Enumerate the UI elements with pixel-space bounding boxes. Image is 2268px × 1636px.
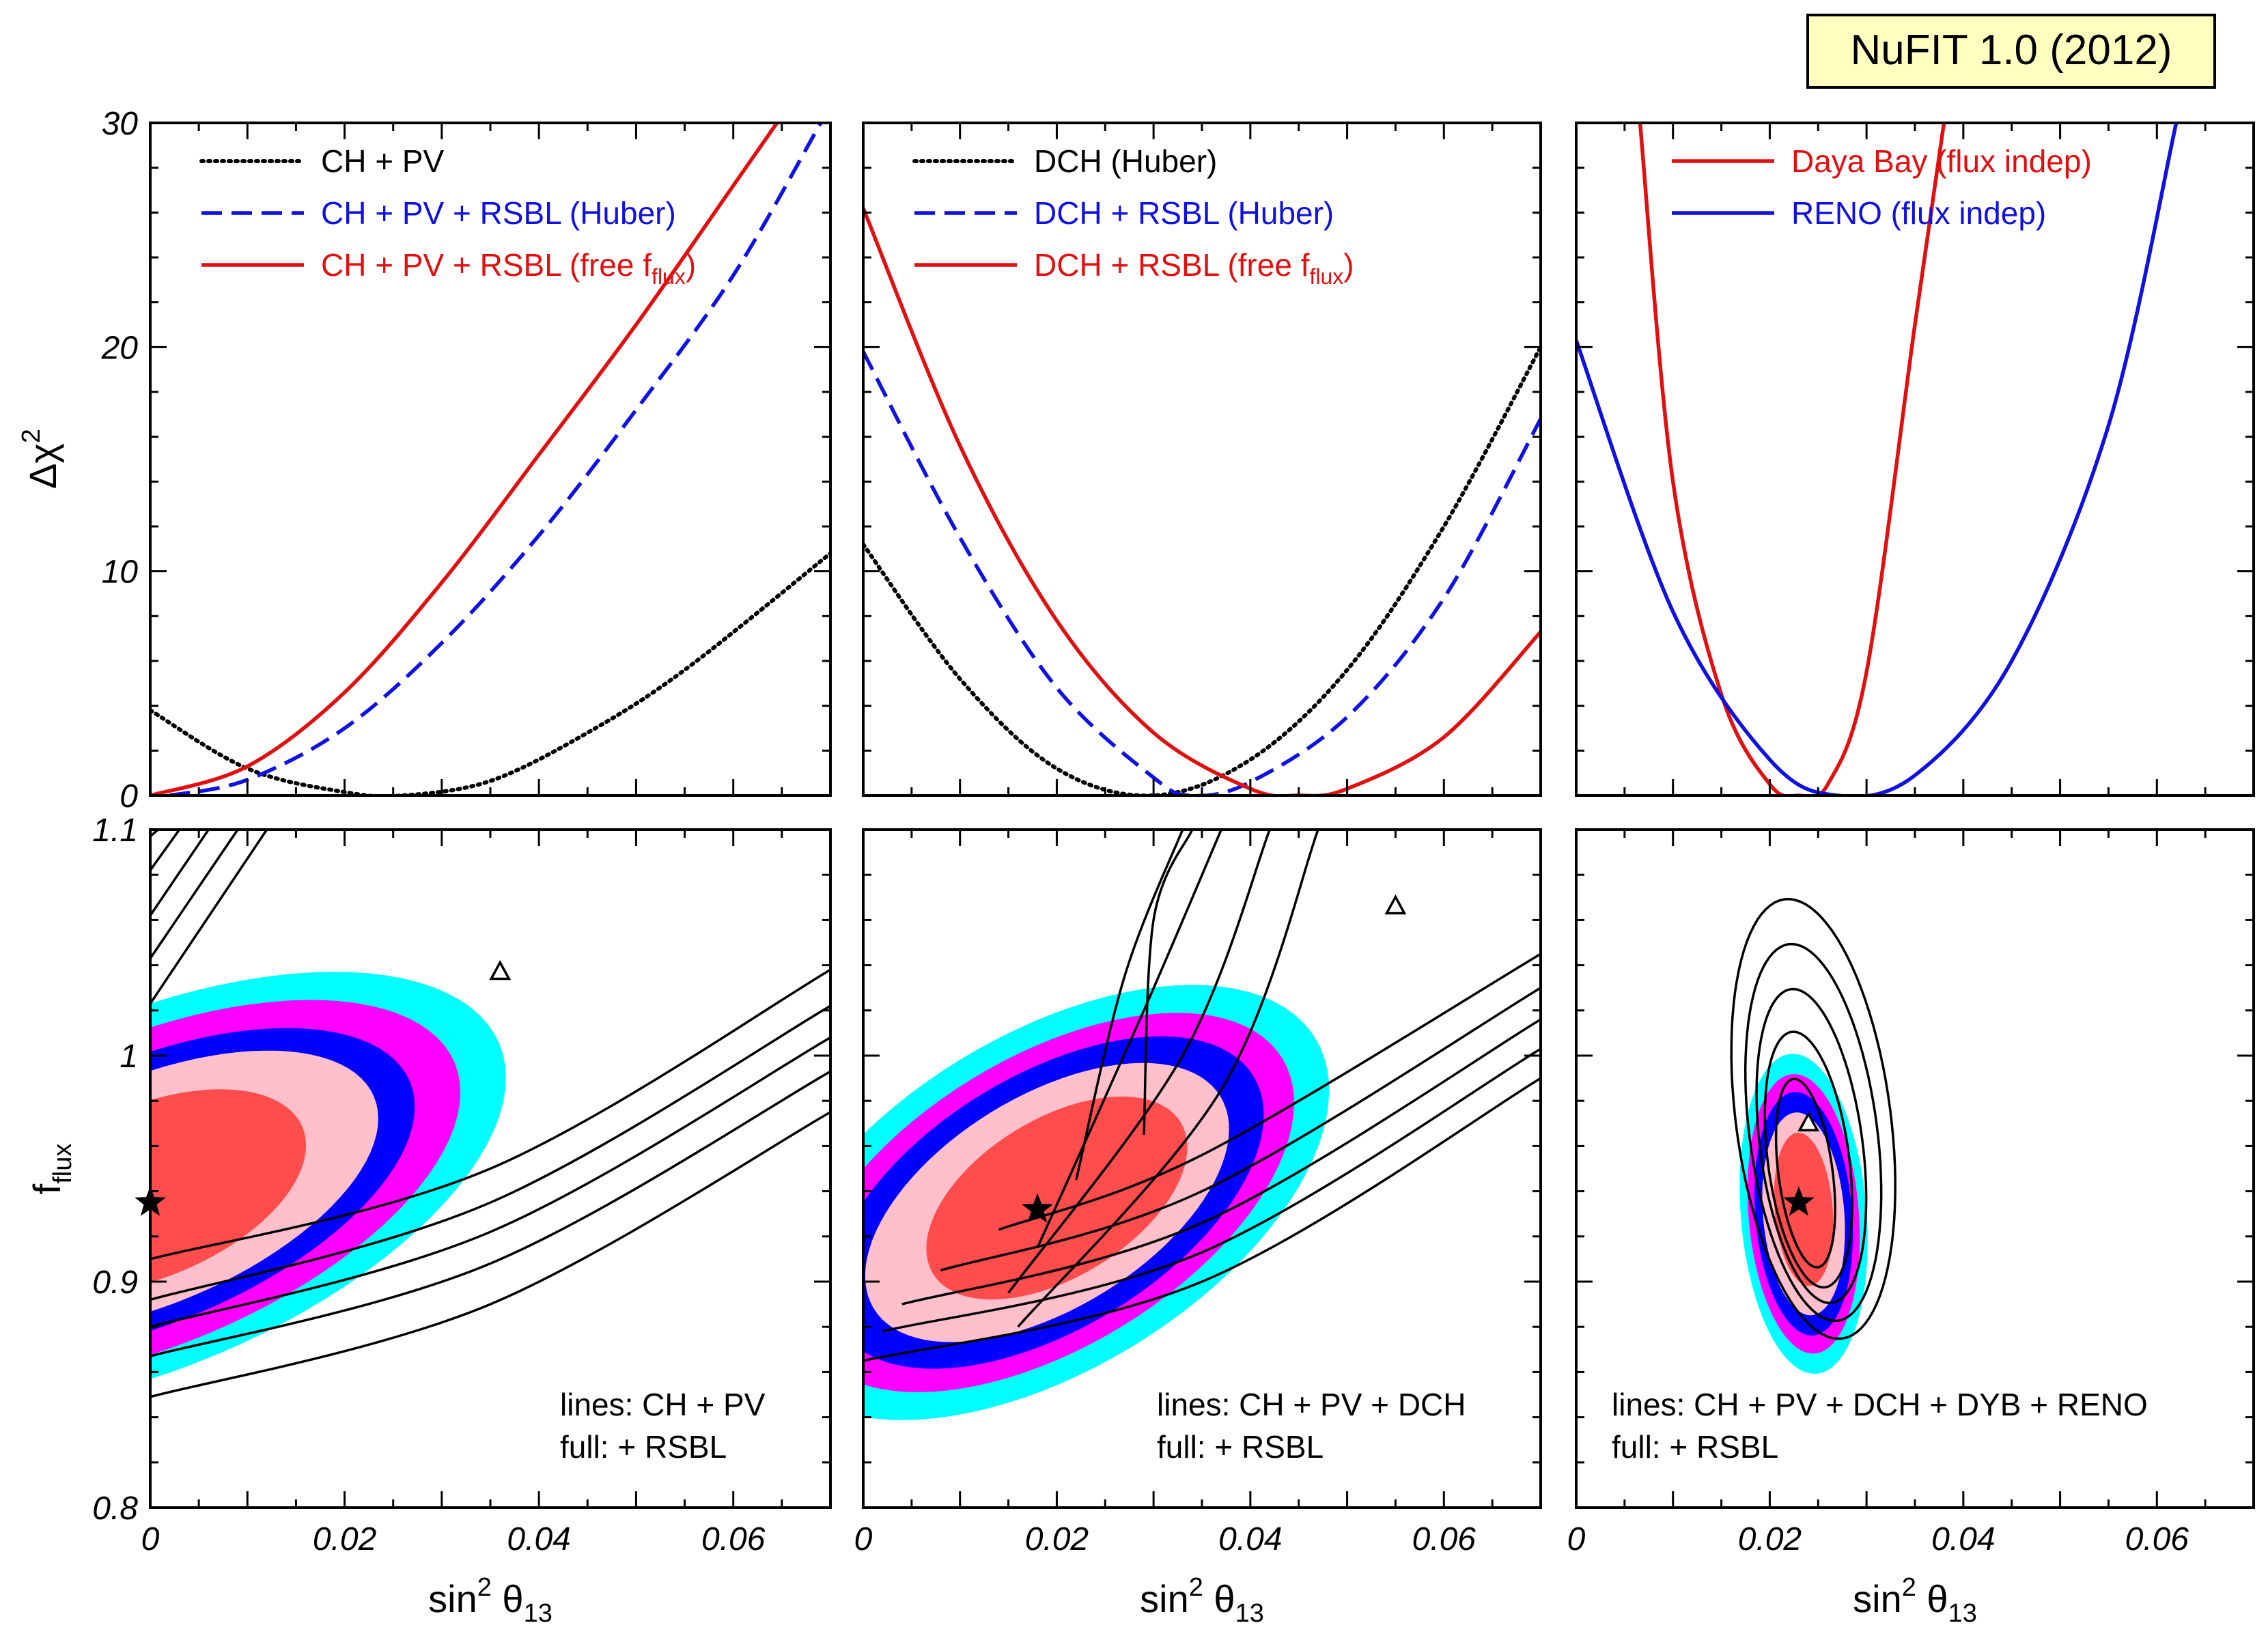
panel-annotation: full: + RSBL	[560, 1429, 727, 1465]
plot-frame	[1575, 828, 2255, 1509]
y-axis-label: fflux	[25, 1144, 77, 1195]
x-tick-label: 0	[854, 1521, 873, 1557]
y-tick-label: 0.9	[92, 1265, 138, 1301]
panel-bottom-middle: lines: CH + PV + DCH full: + RSBL	[862, 828, 1542, 1509]
legend-entry: Daya Bay (flux indep)	[1791, 143, 2092, 179]
y-tick-label: 0.8	[92, 1491, 138, 1527]
x-tick-label: 0.02	[1025, 1521, 1089, 1557]
contour-line-4	[1774, 1077, 1836, 1269]
plot-frame	[149, 828, 832, 1509]
x-tick-label: 0	[1567, 1521, 1586, 1557]
panel-top-left: CH + PV CH + PV + RSBL (Huber) CH + PV + R…	[149, 122, 832, 797]
contour-line-2	[1036, 830, 1222, 1249]
series-line-1	[1576, 123, 2179, 795]
series-line-2	[150, 123, 779, 795]
panel-top-right: Daya Bay (flux indep) RENO (flux indep)	[1575, 122, 2255, 797]
triangle-marker	[1797, 1111, 1820, 1132]
panel-annotation: full: + RSBL	[1612, 1429, 1778, 1465]
contour-line-8	[150, 1070, 830, 1357]
x-tick-label: 0	[141, 1521, 160, 1557]
contour-line-1	[150, 830, 239, 959]
x-tick-label: 0.04	[1931, 1521, 1995, 1557]
y-tick-label: 10	[102, 554, 139, 591]
x-axis-label: sin2 θ13	[1853, 1573, 1977, 1628]
triangle-marker	[1384, 894, 1407, 915]
contour-line-0	[1017, 830, 1319, 1328]
y-axis-label: Δχ2	[17, 429, 64, 489]
contour-line-8	[940, 987, 1541, 1272]
confidence-region-1	[150, 1089, 307, 1282]
y-tick-label: 20	[101, 330, 139, 366]
x-tick-label: 0.06	[1412, 1521, 1476, 1557]
series-line-0	[150, 551, 830, 795]
x-tick-label: 0.02	[1738, 1521, 1802, 1557]
contour-line-7	[150, 1036, 830, 1328]
contour-line-6	[150, 1004, 830, 1301]
contour-line-3	[1763, 1030, 1853, 1289]
y-tick-label: 30	[102, 106, 139, 142]
x-axis-label: sin2 θ13	[428, 1573, 552, 1628]
y-tick-label: 1.1	[92, 813, 138, 849]
series-line-0	[1638, 123, 1946, 795]
contour-line-1	[1744, 942, 1883, 1323]
panel-bottom-left: lines: CH + PV full: + RSBL	[135, 828, 832, 1509]
x-tick-label: 0.02	[313, 1521, 376, 1557]
legend-entry: DCH (Huber)	[1034, 143, 1217, 179]
best-fit-star	[1022, 1193, 1053, 1223]
x-tick-label: 0.06	[701, 1521, 766, 1557]
contour-line-3	[150, 830, 181, 871]
legend-entry: DCH + RSBL (Huber)	[1034, 195, 1334, 231]
legend-entry: RENO (flux indep)	[1791, 195, 2046, 231]
contour-line-4	[1143, 830, 1194, 1135]
contour-line-2	[1755, 987, 1868, 1305]
contour-line-5	[150, 968, 830, 1260]
panel-annotation: lines: CH + PV + DCH + DYB + RENO	[1612, 1387, 2148, 1422]
x-tick-label: 0.04	[1218, 1521, 1282, 1557]
legend-entry: DCH + RSBL (free fflux)	[1034, 247, 1354, 289]
y-tick-label: 0	[120, 778, 138, 815]
series-line-1	[169, 123, 823, 795]
contour-line-1	[1007, 830, 1271, 1294]
panel-top-middle: DCH (Huber) DCH + RSBL (Huber) DCH + RSBL …	[862, 122, 1542, 797]
contour-line-0	[150, 830, 268, 1004]
series-line-1	[863, 350, 1541, 795]
plot-frame	[149, 122, 832, 797]
triangle-marker	[489, 959, 512, 981]
panel-annotation: full: + RSBL	[1157, 1429, 1324, 1465]
legend-entry: CH + PV	[321, 143, 445, 179]
contour-line-9	[150, 1111, 830, 1398]
legend-entry: CH + PV + RSBL (free fflux)	[321, 247, 696, 289]
panel-annotation: lines: CH + PV	[560, 1387, 766, 1422]
series-line-2	[863, 207, 1541, 795]
contour-line-9	[998, 953, 1541, 1231]
panel-bottom-right: lines: CH + PV + DCH + DYB + RENO full: +…	[1575, 828, 2255, 1509]
legend-entry: CH + PV + RSBL (Huber)	[321, 195, 676, 231]
contour-line-0	[1730, 898, 1896, 1340]
contour-line-5	[863, 1077, 1541, 1362]
plot-frame	[1575, 122, 2255, 797]
contour-line-3	[1075, 830, 1184, 1181]
contour-line-6	[882, 1047, 1541, 1333]
contour-line-2	[150, 830, 210, 916]
series-line-0	[863, 345, 1541, 795]
x-tick-label: 0.04	[507, 1521, 570, 1557]
y-tick-label: 1	[120, 1039, 138, 1075]
contour-line-7	[901, 1018, 1541, 1306]
x-axis-label: sin2 θ13	[1140, 1573, 1264, 1628]
version-badge: NuFIT 1.0 (2012)	[1806, 14, 2216, 89]
panel-annotation: lines: CH + PV + DCH	[1157, 1387, 1466, 1422]
x-tick-label: 0.06	[2125, 1521, 2189, 1557]
plot-frame	[862, 828, 1542, 1509]
best-fit-star	[1783, 1186, 1815, 1216]
plot-frame	[862, 122, 1542, 797]
